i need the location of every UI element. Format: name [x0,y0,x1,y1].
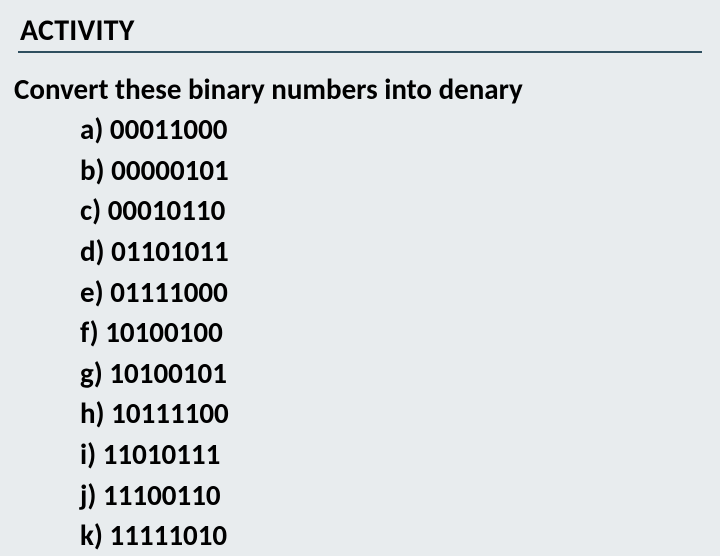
list-item: b) 00000101 [80,150,720,191]
heading-container: ACTIVITY [18,12,702,53]
item-label: a) [80,111,103,147]
item-value: 10100100 [105,314,223,350]
list-item: k) 11111010 [80,515,720,556]
items-list: a) 00011000 b) 00000101 c) 00010110 d) 0… [14,107,720,556]
list-item: c) 00010110 [80,190,720,231]
item-value: 10100101 [109,355,227,391]
item-label: c) [80,192,101,228]
item-value: 10111100 [111,395,229,431]
instruction-text: Convert these binary numbers into denary [14,71,720,107]
list-item: g) 10100101 [80,353,720,394]
list-item: a) 00011000 [80,109,720,150]
item-label: j) [80,477,96,513]
content-area: Convert these binary numbers into denary… [0,53,720,556]
list-item: i) 11010111 [80,434,720,475]
slide: ACTIVITY Convert these binary numbers in… [0,0,720,540]
list-item: j) 11100110 [80,475,720,516]
item-value: 11010111 [103,436,221,472]
item-label: i) [80,436,96,472]
item-value: 11100110 [103,477,221,513]
item-value: 11111010 [110,517,228,553]
item-label: f) [80,314,99,350]
item-value: 00000101 [111,152,229,188]
item-label: b) [80,152,105,188]
item-value: 01111000 [110,274,228,310]
list-item: f) 10100100 [80,312,720,353]
list-item: e) 01111000 [80,272,720,313]
list-item: d) 01101011 [80,231,720,272]
item-value: 00011000 [110,111,228,147]
activity-heading: ACTIVITY [18,12,702,49]
item-label: e) [80,274,104,310]
item-label: d) [80,233,105,269]
item-value: 01101011 [111,233,229,269]
item-label: g) [80,355,103,391]
list-item: h) 10111100 [80,393,720,434]
item-label: h) [80,395,105,431]
item-label: k) [80,517,103,553]
item-value: 00010110 [108,192,226,228]
